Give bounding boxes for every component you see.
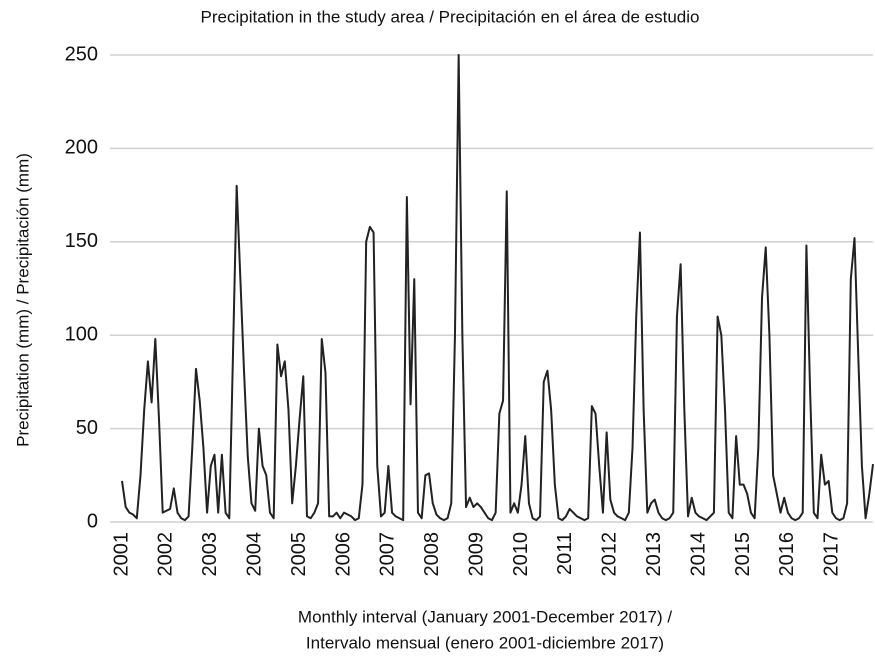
y-tick-label: 100 [65,323,98,345]
x-tick-label: 2012 [599,532,621,577]
y-tick-label: 0 [87,510,98,532]
chart-title: Precipitation in the study area / Precip… [201,7,700,26]
y-tick-label: 150 [65,230,98,252]
x-tick-label: 2005 [288,532,310,577]
x-tick-label: 2017 [821,532,843,577]
x-tick-label: 2007 [377,532,399,577]
x-tick-label: 2002 [155,532,177,577]
x-axis-title: Monthly interval (January 2001-December … [298,607,672,626]
x-tick-label: 2006 [332,532,354,577]
x-tick-label: 2015 [732,532,754,577]
x-tick-label: 2004 [243,532,265,577]
x-tick-label: 2010 [510,532,532,577]
x-tick-label: 2013 [643,532,665,577]
x-tick-label: 2009 [465,532,487,577]
x-tick-label: 2001 [110,532,132,577]
y-tick-label: 50 [76,417,98,439]
y-tick-label: 200 [65,137,98,159]
x-tick-label: 2003 [199,532,221,577]
y-tick-label: 250 [65,43,98,65]
x-tick-label: 2014 [687,532,709,577]
x-tick-label: 2016 [776,532,798,577]
x-tick-label: 2008 [421,532,443,577]
precipitation-line [121,54,874,522]
x-axis-title: Intervalo mensual (enero 2001-diciembre … [306,633,664,652]
x-tick-label: 2011 [554,532,576,575]
y-axis-title: Precipitation (mm) / Precipitación (mm) [13,153,32,447]
